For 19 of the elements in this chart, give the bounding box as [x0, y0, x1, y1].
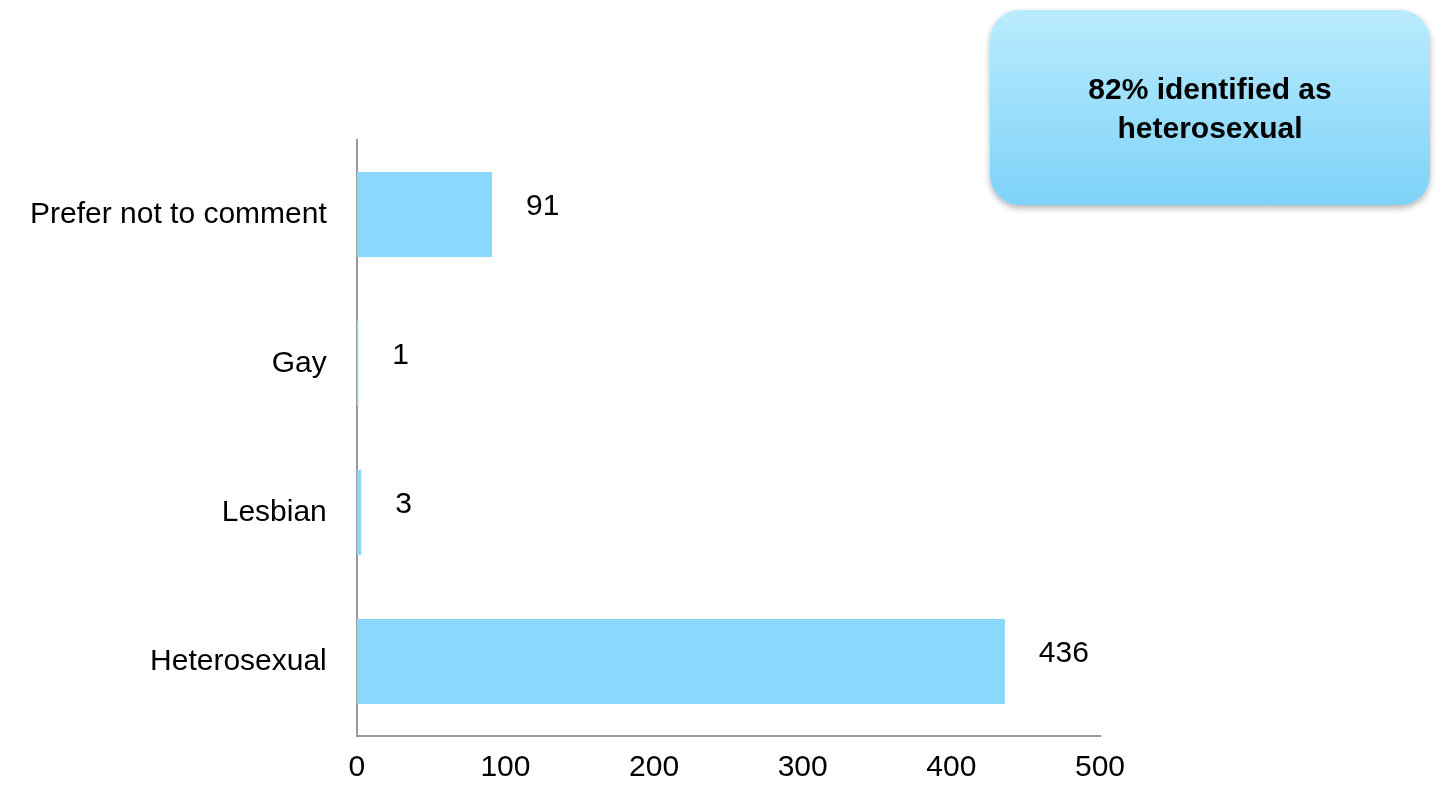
y-tick-label: Prefer not to comment — [30, 195, 328, 229]
annotation: 82% identified as heterosexual — [1087, 70, 1333, 146]
data-label: 3 — [395, 485, 412, 519]
x-tick-label: 300 — [777, 749, 828, 783]
bar — [356, 172, 493, 257]
x-tick-label: 400 — [926, 749, 977, 783]
data-label: 91 — [526, 187, 560, 221]
bar — [356, 619, 1005, 704]
x-tick-label: 500 — [1074, 749, 1126, 783]
data-label: 1 — [392, 336, 409, 370]
y-tick-label: Heterosexual — [150, 642, 327, 676]
bar — [356, 470, 362, 555]
data-label: 436 — [1038, 634, 1089, 668]
y-tick-label: Lesbian — [221, 493, 327, 527]
y-tick-label: Gay — [271, 344, 327, 378]
x-tick-label: 0 — [348, 749, 366, 783]
callout-box: 82% identified as heterosexual — [990, 10, 1430, 205]
x-tick-label: 200 — [629, 749, 680, 783]
x-tick-label: 100 — [480, 749, 531, 783]
